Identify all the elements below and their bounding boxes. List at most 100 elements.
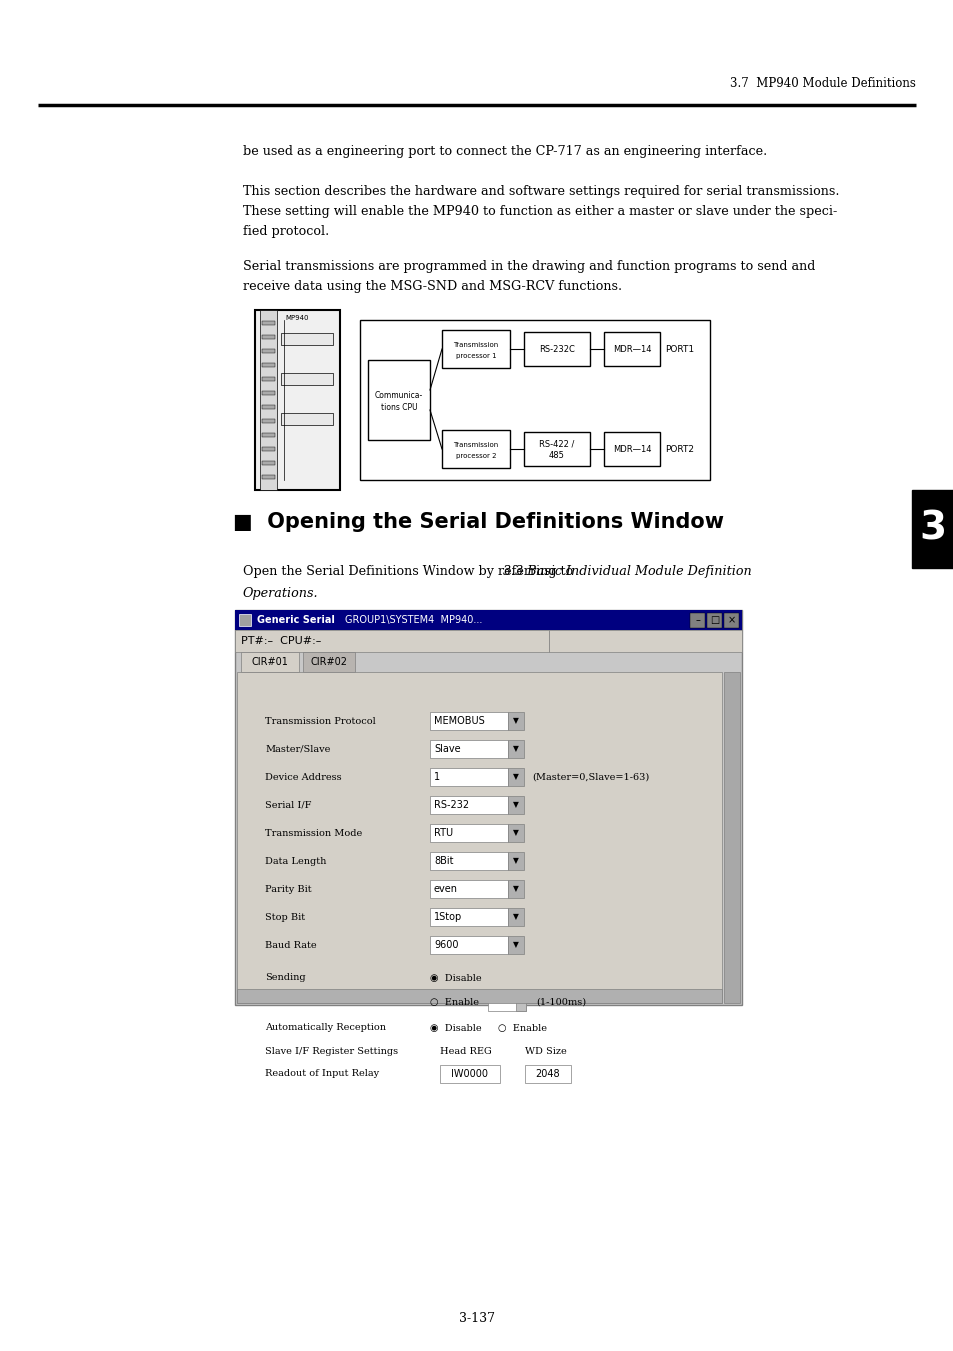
Text: 3.7  MP940 Module Definitions: 3.7 MP940 Module Definitions: [729, 77, 915, 91]
Text: Transmission: Transmission: [453, 342, 498, 349]
Text: Device Address: Device Address: [265, 773, 341, 781]
Bar: [262, 363, 274, 367]
Text: Communica-: Communica-: [375, 390, 423, 400]
Bar: [281, 332, 333, 345]
Text: This section describes the hardware and software settings required for serial tr: This section describes the hardware and …: [243, 185, 839, 199]
Bar: [603, 432, 659, 466]
Bar: [507, 880, 523, 898]
Text: Master/Slave: Master/Slave: [265, 744, 330, 754]
Bar: [507, 796, 523, 815]
Bar: [507, 852, 523, 870]
Text: Stop Bit: Stop Bit: [265, 912, 305, 921]
Text: Serial I/F: Serial I/F: [265, 801, 312, 809]
Bar: [911, 490, 953, 567]
Text: IW0000: IW0000: [451, 1069, 488, 1079]
Text: tions CPU: tions CPU: [380, 404, 416, 412]
Bar: [254, 309, 339, 490]
Text: (Master=0,Slave=1-63): (Master=0,Slave=1-63): [532, 773, 649, 781]
Text: RS-422 /: RS-422 /: [538, 439, 574, 449]
Text: MDR—14: MDR—14: [612, 444, 651, 454]
Text: ■  Opening the Serial Definitions Window: ■ Opening the Serial Definitions Window: [233, 512, 723, 532]
Bar: [262, 335, 274, 339]
Bar: [234, 611, 741, 630]
Bar: [516, 993, 525, 1002]
Text: even: even: [434, 884, 457, 894]
Text: ▼: ▼: [513, 828, 518, 838]
Text: MEMOBUS: MEMOBUS: [434, 716, 484, 725]
Bar: [368, 359, 430, 440]
Text: RS-232: RS-232: [434, 800, 469, 811]
Text: Generic Serial: Generic Serial: [256, 615, 335, 626]
Text: Transmission Mode: Transmission Mode: [265, 828, 362, 838]
Text: ▼: ▼: [513, 885, 518, 893]
Text: Slave I/F Register Settings: Slave I/F Register Settings: [265, 1047, 397, 1056]
Text: 1: 1: [434, 771, 439, 782]
Bar: [507, 767, 523, 786]
Text: □: □: [709, 615, 719, 626]
Text: 9600: 9600: [434, 940, 458, 950]
Bar: [441, 430, 510, 467]
Bar: [430, 936, 507, 954]
Bar: [236, 671, 721, 1002]
Text: Readout of Input Relay: Readout of Input Relay: [265, 1070, 378, 1078]
Bar: [430, 712, 507, 730]
Text: ▼: ▼: [513, 857, 518, 866]
Text: ×: ×: [727, 615, 735, 626]
Text: fied protocol.: fied protocol.: [243, 226, 329, 238]
Bar: [430, 852, 507, 870]
Bar: [260, 309, 276, 490]
Text: Head REG: Head REG: [439, 1047, 491, 1056]
Bar: [430, 767, 507, 786]
Bar: [281, 373, 333, 385]
Text: WD Size: WD Size: [524, 1047, 566, 1056]
Text: Slave: Slave: [434, 744, 460, 754]
Text: MP940: MP940: [286, 315, 309, 322]
Text: CIR#01: CIR#01: [252, 657, 288, 667]
Text: receive data using the MSG-SND and MSG-RCV functions.: receive data using the MSG-SND and MSG-R…: [243, 280, 621, 293]
Bar: [524, 1065, 571, 1084]
Text: 485: 485: [549, 451, 564, 461]
Bar: [281, 413, 333, 426]
Text: be used as a engineering port to connect the CP-717 as an engineering interface.: be used as a engineering port to connect…: [243, 145, 766, 158]
Text: CIR#02: CIR#02: [310, 657, 347, 667]
Bar: [488, 993, 525, 1011]
Text: ◉  Disable: ◉ Disable: [430, 974, 481, 982]
Bar: [262, 349, 274, 353]
Bar: [549, 630, 741, 653]
Bar: [262, 461, 274, 465]
Bar: [507, 740, 523, 758]
Bar: [234, 611, 741, 1005]
Bar: [262, 390, 274, 394]
Bar: [439, 1065, 499, 1084]
Bar: [507, 936, 523, 954]
Bar: [689, 613, 704, 628]
Text: (1-100ms): (1-100ms): [536, 997, 585, 1006]
Text: 3.3 Basic Individual Module Definition: 3.3 Basic Individual Module Definition: [502, 565, 751, 578]
Text: ○  Enable: ○ Enable: [497, 1024, 546, 1032]
Bar: [723, 671, 740, 1002]
Text: ▼: ▼: [513, 801, 518, 809]
Bar: [430, 908, 507, 925]
Bar: [507, 824, 523, 842]
Text: 1Stop: 1Stop: [434, 912, 462, 921]
Text: These setting will enable the MP940 to function as either a master or slave unde: These setting will enable the MP940 to f…: [243, 205, 837, 218]
Bar: [303, 653, 355, 671]
Text: ○  Enable: ○ Enable: [430, 997, 478, 1006]
Bar: [706, 613, 721, 628]
Text: ▼: ▼: [513, 912, 518, 921]
Text: GROUP1\SYSTEM4  MP940...: GROUP1\SYSTEM4 MP940...: [345, 615, 482, 626]
Text: Parity Bit: Parity Bit: [265, 885, 312, 893]
Text: Baud Rate: Baud Rate: [265, 940, 316, 950]
Text: ▼: ▼: [513, 773, 518, 781]
Text: Sending: Sending: [265, 974, 305, 982]
Bar: [262, 377, 274, 381]
Text: ▼: ▼: [513, 744, 518, 754]
Bar: [430, 880, 507, 898]
Bar: [262, 405, 274, 409]
Bar: [262, 476, 274, 480]
Bar: [516, 1002, 525, 1011]
Text: Automatically Reception: Automatically Reception: [265, 1024, 386, 1032]
Bar: [239, 613, 251, 626]
Text: RS-232C: RS-232C: [538, 345, 575, 354]
Text: MDR—14: MDR—14: [612, 345, 651, 354]
